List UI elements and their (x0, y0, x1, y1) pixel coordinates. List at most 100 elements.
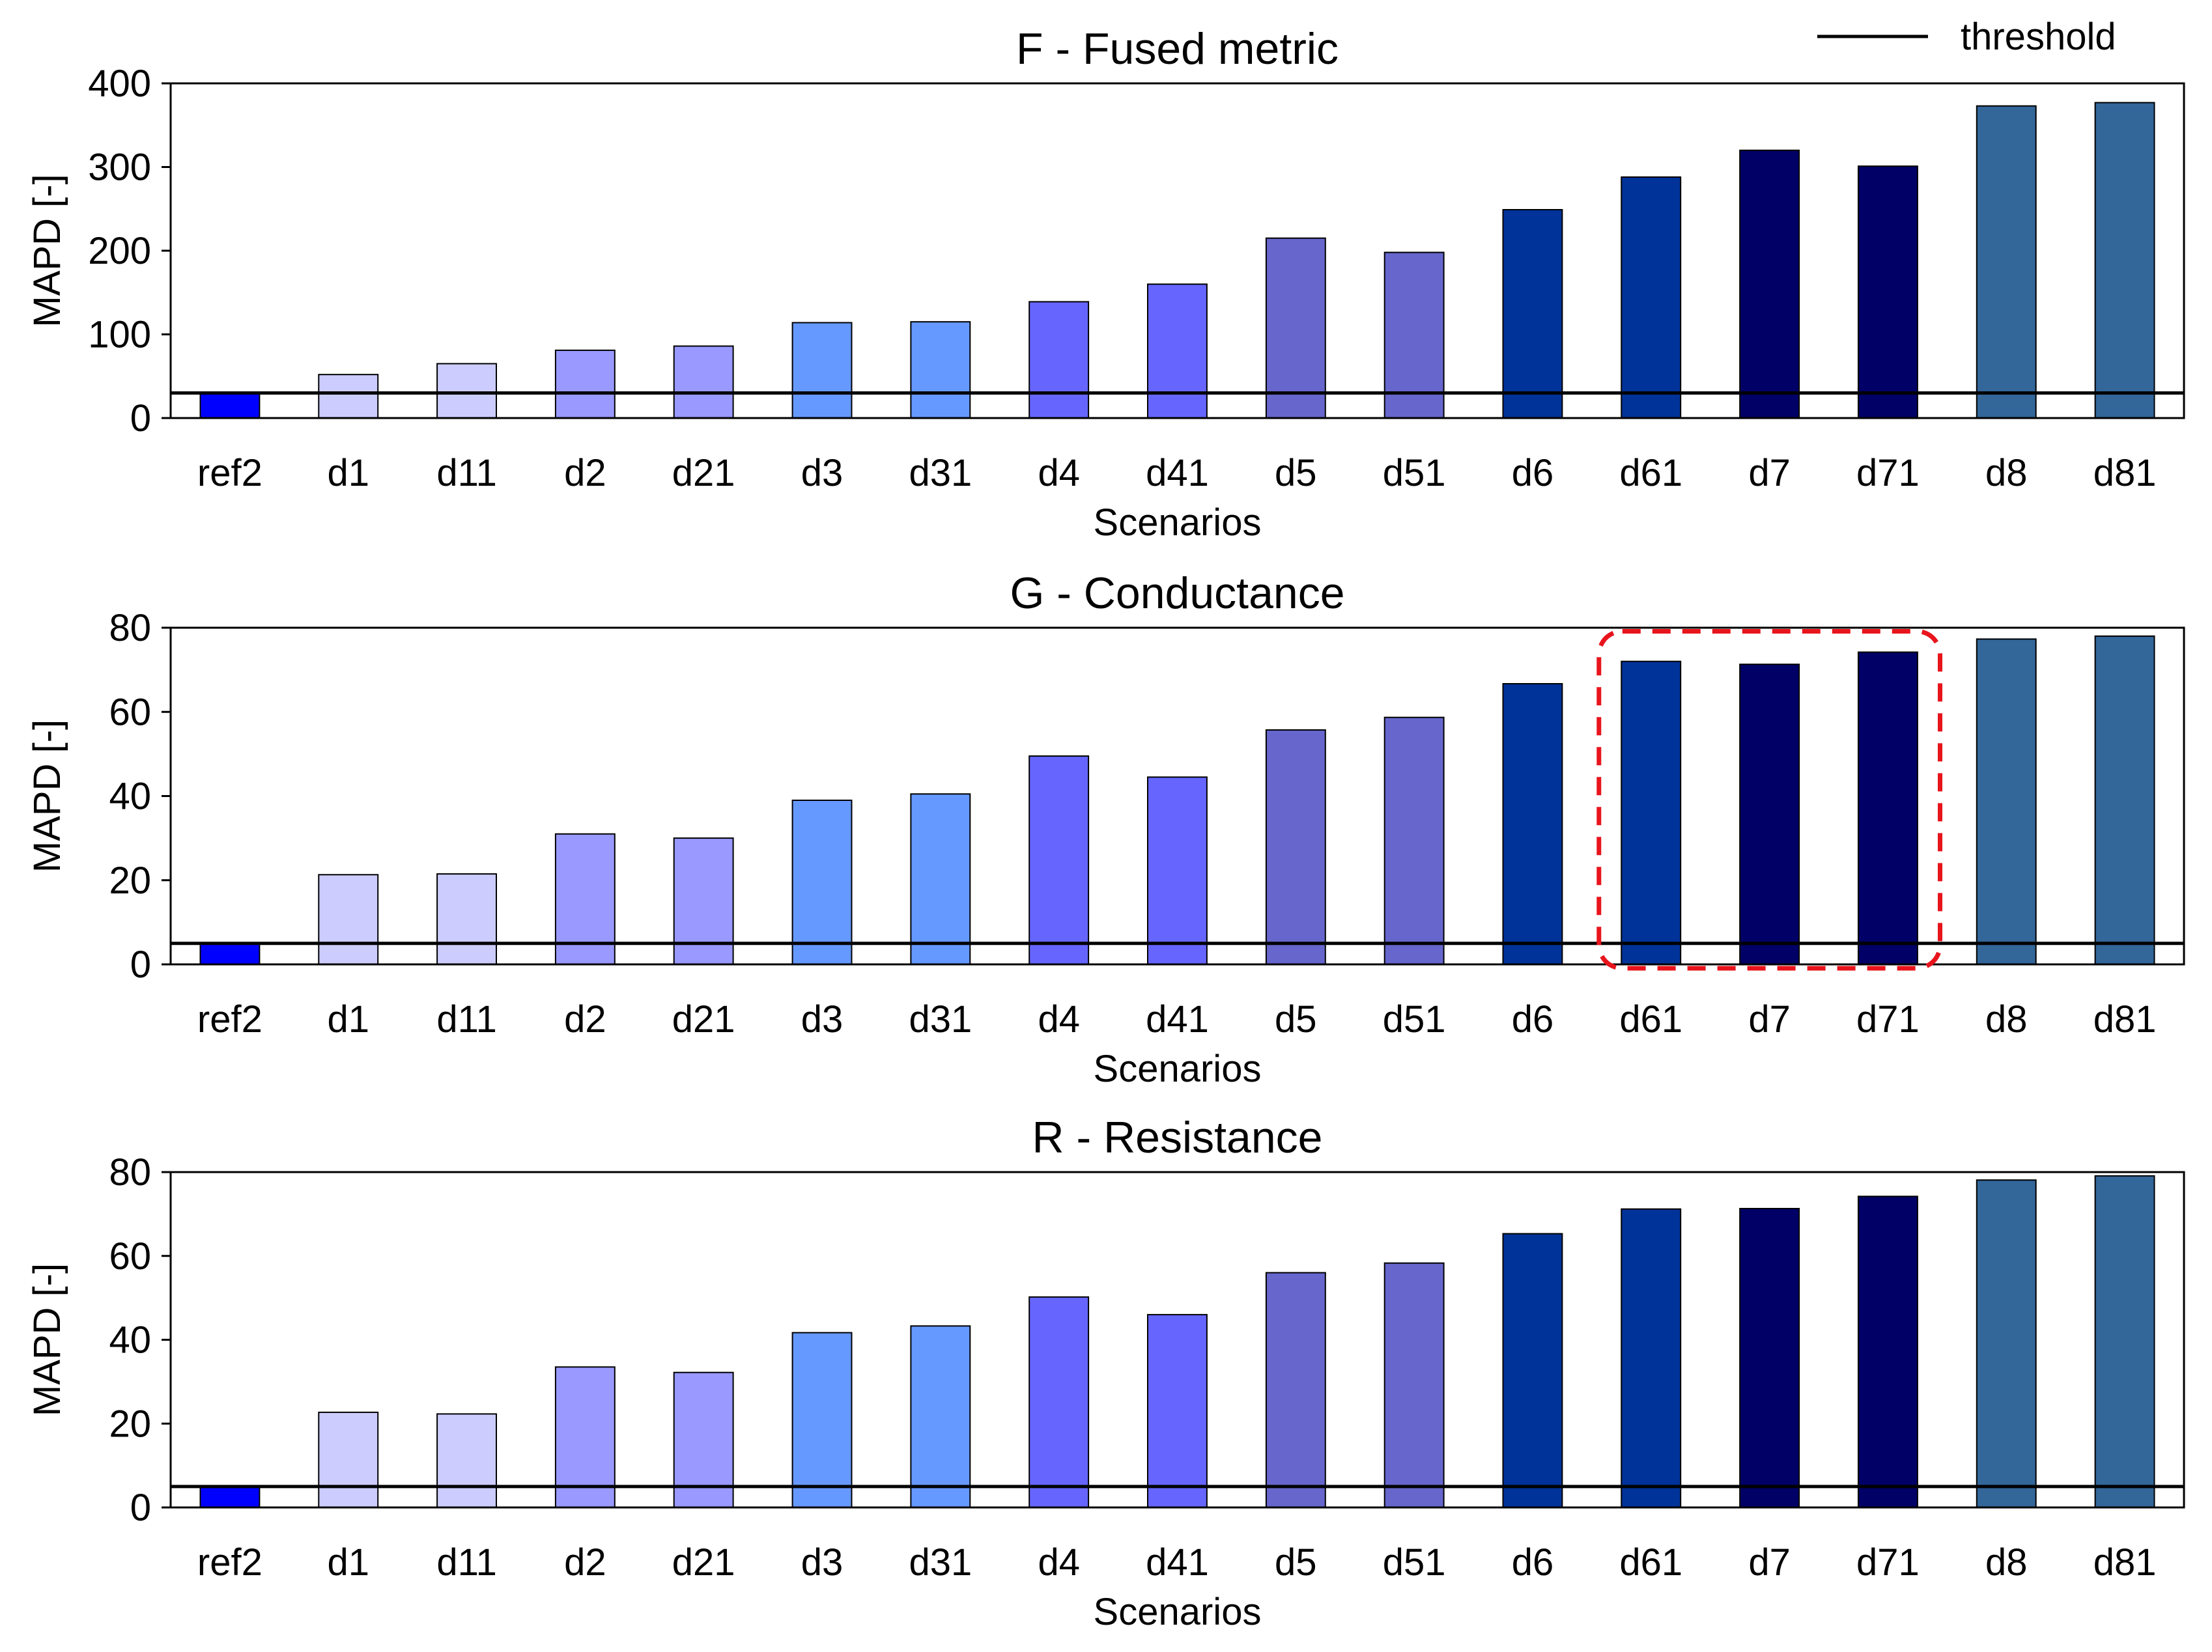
y-tick-label: 60 (109, 1235, 151, 1278)
x-tick-label: d2 (564, 998, 606, 1041)
x-tick-label: d8 (1985, 452, 2028, 494)
x-tick-label: d51 (1383, 1541, 1446, 1584)
x-tick-label: d4 (1038, 452, 1080, 494)
x-tick-label: d61 (1619, 998, 1682, 1041)
x-tick-label: ref2 (197, 452, 262, 494)
x-tick-label: d51 (1383, 452, 1446, 494)
plot-frame (169, 626, 2185, 966)
x-tick-label: d7 (1748, 998, 1791, 1041)
x-tick-label: d6 (1512, 452, 1554, 494)
x-tick-label: d71 (1856, 452, 1920, 494)
y-tick-label: 80 (109, 1151, 151, 1194)
panel-g-conductance: ref2 d1 d11 d2 d21 d3 d31 d4 d41 d5 d51 d6 d61 d7 d71 d… (26, 568, 2185, 1090)
x-tick-label: d11 (436, 1541, 496, 1584)
y-tick-label: 100 (88, 314, 151, 356)
bar-d51 (1383, 1262, 1445, 1508)
x-tick-label: d31 (909, 998, 972, 1041)
x-tick-label: d4 (1038, 998, 1080, 1041)
x-tick-label: d2 (564, 1541, 606, 1584)
x-tick-label: d41 (1146, 998, 1209, 1041)
y-axis-label: MAPD [-] (26, 1263, 68, 1416)
x-tick-label: d41 (1146, 1541, 1209, 1584)
x-tick-label: d81 (2093, 452, 2157, 494)
bar-d61 (1621, 1208, 1682, 1508)
bar-d1 (318, 874, 379, 966)
bar-d8 (1976, 105, 2037, 419)
x-axis-label: Scenarios (1094, 1048, 1262, 1090)
chart-title: G - Conductance (1010, 568, 1344, 618)
y-tick-label: 60 (109, 691, 151, 733)
legend: threshold (1817, 16, 2116, 58)
bar-d2 (554, 349, 616, 419)
x-tick-label: d7 (1748, 1541, 1791, 1584)
x-tick-label: d81 (2093, 1541, 2157, 1584)
y-tick-label: 80 (109, 607, 151, 649)
x-axis-label: Scenarios (1094, 501, 1262, 544)
x-tick-label: ref2 (197, 998, 262, 1041)
bar-d11 (436, 363, 497, 419)
bar-d71 (1858, 165, 1918, 419)
x-tick-label: d21 (672, 452, 735, 494)
x-tick-label: ref2 (197, 1541, 262, 1584)
bar-d5 (1265, 1272, 1326, 1508)
x-tick-label: d5 (1275, 1541, 1317, 1584)
charts: ref2 d1 d11 d2 d21 d3 d31 d4 d41 d5 d51 d6 d61 d7 d71 d… (26, 24, 2185, 1633)
bar-d7 (1739, 149, 1800, 419)
bar-d4 (1028, 1296, 1090, 1509)
bar-d4 (1028, 301, 1090, 419)
y-tick-label: 0 (130, 944, 151, 986)
x-tick-label: d61 (1619, 452, 1682, 494)
bar-d61 (1621, 660, 1682, 965)
y-axis-label: MAPD [-] (26, 720, 68, 873)
x-tick-label: d1 (327, 452, 369, 494)
x-tick-label: d21 (672, 1541, 735, 1584)
x-tick-label: d71 (1856, 998, 1920, 1041)
bar-ref2 (199, 392, 261, 419)
x-tick-label: d8 (1985, 998, 2028, 1041)
bar-d81 (2094, 635, 2155, 966)
bar-d3 (791, 800, 853, 965)
chart-title: R - Resistance (1032, 1113, 1323, 1162)
bar-d1 (318, 374, 379, 419)
x-tick-label: d31 (909, 452, 972, 494)
x-tick-label: d41 (1146, 452, 1209, 494)
bar-d81 (2094, 1175, 2155, 1509)
panel-r-resistance: ref2 d1 d11 d2 d21 d3 d31 d4 d41 d5 d51 d6 d61 d7 d71 d… (26, 1113, 2185, 1633)
bar-d8 (1976, 638, 2037, 966)
bar-d6 (1502, 1233, 1563, 1508)
y-tick-label: 300 (88, 147, 151, 189)
bar-d5 (1265, 729, 1326, 965)
bar-d21 (673, 345, 734, 419)
y-tick-label: 40 (109, 1319, 151, 1362)
y-axis-label: MAPD [-] (26, 174, 68, 327)
bar-d71 (1858, 1196, 1918, 1509)
plot-frame (169, 82, 2185, 419)
x-tick-label: d11 (436, 998, 496, 1041)
x-tick-label: d11 (436, 452, 496, 494)
bar-d4 (1028, 755, 1090, 965)
bar-d71 (1858, 651, 1918, 965)
bar-d6 (1502, 209, 1563, 419)
bar-d1 (318, 1411, 379, 1508)
x-tick-label: d2 (564, 452, 606, 494)
bar-d61 (1621, 176, 1682, 419)
x-tick-label: d31 (909, 1541, 972, 1584)
bar-d11 (436, 873, 497, 965)
x-tick-label: d21 (672, 998, 735, 1041)
bar-d31 (910, 321, 971, 419)
x-tick-label: d7 (1748, 452, 1791, 494)
x-tick-label: d1 (327, 998, 369, 1041)
legend-threshold-label: threshold (1961, 16, 2116, 58)
x-tick-label: d3 (801, 452, 844, 494)
bar-d8 (1976, 1179, 2037, 1508)
bar-d5 (1265, 237, 1326, 419)
y-tick-label: 200 (88, 230, 151, 272)
bar-d6 (1502, 683, 1563, 965)
bar-d3 (791, 1332, 853, 1508)
x-tick-label: d5 (1275, 452, 1317, 494)
x-tick-label: d51 (1383, 998, 1446, 1041)
bar-ref2 (199, 942, 261, 965)
x-tick-label: d6 (1512, 1541, 1554, 1584)
bar-d41 (1147, 776, 1208, 966)
